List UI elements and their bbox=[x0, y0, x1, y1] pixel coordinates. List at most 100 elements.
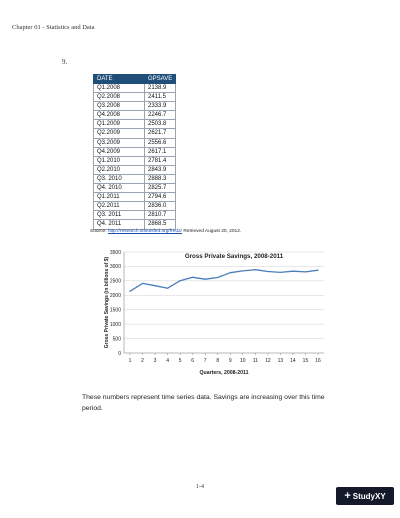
table-cell-gpsave: 2333.9 bbox=[143, 101, 177, 112]
table-cell-date: Q4. 2010 bbox=[93, 183, 145, 194]
table-cell-date: Q3.2009 bbox=[93, 137, 145, 148]
data-point bbox=[154, 285, 156, 287]
table-cell-gpsave: 2794.6 bbox=[143, 192, 177, 203]
table-row: Q2.2011 2836.0 bbox=[93, 201, 177, 212]
table-cell-date: Q4.2009 bbox=[93, 146, 145, 157]
table-row: Q3.2008 2333.9 bbox=[93, 101, 177, 112]
table-row: Q1.2010 2781.4 bbox=[93, 155, 177, 166]
source-suffix: Retrieved August 20, 2012. bbox=[182, 229, 242, 234]
table-cell-gpsave: 2411.5 bbox=[143, 92, 177, 103]
page-number: 1-4 bbox=[196, 484, 204, 490]
table-cell-date: Q3. 2011 bbox=[93, 210, 145, 221]
table-cell-date: Q4. 2011 bbox=[93, 219, 145, 230]
chapter-header: Chapter 01 - Statistics and Data bbox=[12, 24, 95, 31]
table-cell-gpsave: 2503.8 bbox=[143, 119, 177, 130]
table-cell-gpsave: 2825.7 bbox=[143, 183, 177, 194]
x-tick-label: 5 bbox=[179, 358, 182, 364]
x-tick-label: 12 bbox=[265, 358, 271, 364]
x-tick-label: 15 bbox=[303, 358, 309, 364]
table-cell-gpsave: 2888.3 bbox=[143, 173, 177, 185]
data-point bbox=[192, 276, 194, 278]
table-row: Q3. 2011 2810.7 bbox=[93, 210, 177, 221]
table-cell-gpsave: 2138.9 bbox=[143, 82, 177, 94]
table-cell-date: Q2.2011 bbox=[93, 201, 145, 212]
y-tick-label: 500 bbox=[113, 336, 122, 342]
table-row: Q2.2009 2621.7 bbox=[93, 128, 177, 139]
table-row: Q4. 2010 2825.7 bbox=[93, 183, 177, 194]
data-point bbox=[204, 278, 206, 280]
table-row: Q4.2008 2246.7 bbox=[93, 110, 177, 121]
data-point bbox=[292, 270, 294, 272]
x-tick-label: 9 bbox=[229, 358, 232, 364]
x-tick-label: 14 bbox=[290, 358, 296, 364]
y-tick-label: 2500 bbox=[110, 279, 121, 285]
y-tick-label: 1500 bbox=[110, 308, 121, 314]
studyxy-watermark: + StudyXY bbox=[336, 487, 394, 505]
question-number: 9. bbox=[62, 58, 68, 66]
y-tick-label: 1000 bbox=[110, 322, 121, 328]
table-row: Q3.2009 2556.6 bbox=[93, 137, 177, 148]
savings-series-line bbox=[129, 269, 319, 292]
table-cell-gpsave: 2556.6 bbox=[143, 137, 177, 148]
table-cell-gpsave: 2621.7 bbox=[143, 128, 177, 139]
x-tick-label: 6 bbox=[191, 358, 194, 364]
table-row: Q1.2008 2138.9 bbox=[93, 82, 177, 94]
plus-icon: + bbox=[344, 489, 351, 502]
x-tick-label: 2 bbox=[141, 358, 144, 364]
table-cell-gpsave: 2781.4 bbox=[143, 155, 177, 166]
table-row: Q1.2011 2794.6 bbox=[93, 192, 177, 203]
table-cell-gpsave: 2246.7 bbox=[143, 110, 177, 121]
x-tick-label: 13 bbox=[278, 358, 284, 364]
table-cell-date: Q2.2009 bbox=[93, 128, 145, 139]
x-tick-label: 7 bbox=[204, 358, 207, 364]
table-header-date: DATE bbox=[93, 74, 145, 84]
table-cell-date: Q2.2008 bbox=[93, 92, 145, 103]
table-cell-gpsave: 2836.0 bbox=[143, 201, 177, 212]
table-cell-date: Q1.2011 bbox=[93, 192, 145, 203]
table-row: Q4. 2011 2868.5 bbox=[93, 219, 177, 230]
x-tick-label: 3 bbox=[154, 358, 157, 364]
source-citation: Source: http://research.stlouisfed.org/f… bbox=[90, 229, 241, 234]
x-tick-label: 10 bbox=[240, 358, 246, 364]
table-cell-gpsave: 2617.1 bbox=[143, 146, 177, 157]
data-point bbox=[141, 282, 144, 285]
table-cell-date: Q1.2008 bbox=[93, 82, 145, 94]
data-point bbox=[267, 270, 269, 273]
y-tick-label: 3000 bbox=[110, 264, 121, 270]
data-point bbox=[304, 271, 307, 273]
table-cell-gpsave: 2810.7 bbox=[143, 210, 177, 221]
table-header-gpsave: GPSAVE bbox=[143, 74, 177, 84]
table-row: Q4.2009 2617.1 bbox=[93, 146, 177, 157]
table-cell-date: Q1.2009 bbox=[93, 119, 145, 130]
table-cell-gpsave: 2868.5 bbox=[143, 219, 177, 230]
source-link[interactable]: http://research.stlouisfed.org/fred2/ bbox=[107, 229, 182, 234]
x-axis-label: Quarters, 2008-2011 bbox=[199, 370, 248, 376]
answer-text: These numbers represent time series data… bbox=[82, 394, 325, 412]
y-tick-label: 2000 bbox=[110, 293, 121, 299]
table-cell-date: Q4.2008 bbox=[93, 110, 145, 121]
data-point bbox=[254, 269, 256, 271]
table-cell-date: Q3.2008 bbox=[93, 101, 145, 112]
data-point bbox=[279, 271, 281, 273]
table-cell-gpsave: 2843.9 bbox=[143, 164, 177, 175]
x-tick-label: 1 bbox=[129, 358, 132, 364]
source-prefix: Source: bbox=[90, 229, 108, 234]
x-tick-label: 4 bbox=[166, 358, 169, 364]
table-row: Q2.2008 2411.5 bbox=[93, 92, 177, 103]
data-point bbox=[217, 276, 219, 279]
watermark-label: StudyXY bbox=[352, 491, 386, 501]
data-point bbox=[179, 280, 181, 282]
table-cell-date: Q1.2010 bbox=[93, 155, 145, 166]
data-point bbox=[242, 270, 244, 272]
gpsave-table: DATE GPSAVE Q1.2008 2138.9 Q2.2008 2411.5 Q3… bbox=[93, 74, 177, 230]
data-point bbox=[167, 287, 169, 289]
x-tick-label: 11 bbox=[253, 358, 258, 364]
data-point bbox=[317, 269, 319, 271]
table-cell-date: Q3. 2010 bbox=[93, 173, 145, 185]
chart-title: Gross Private Savings, 2008-2011 bbox=[185, 253, 284, 260]
data-point bbox=[229, 272, 231, 274]
table-row: Q3. 2010 2888.3 bbox=[93, 173, 177, 185]
x-tick-label: 16 bbox=[315, 358, 321, 364]
y-axis-label: Gross Private Savings (in billions of $) bbox=[104, 256, 110, 348]
